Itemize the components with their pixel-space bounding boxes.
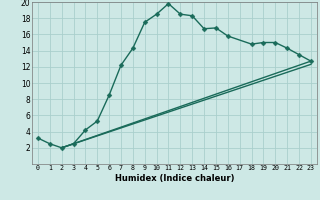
X-axis label: Humidex (Indice chaleur): Humidex (Indice chaleur) (115, 174, 234, 183)
